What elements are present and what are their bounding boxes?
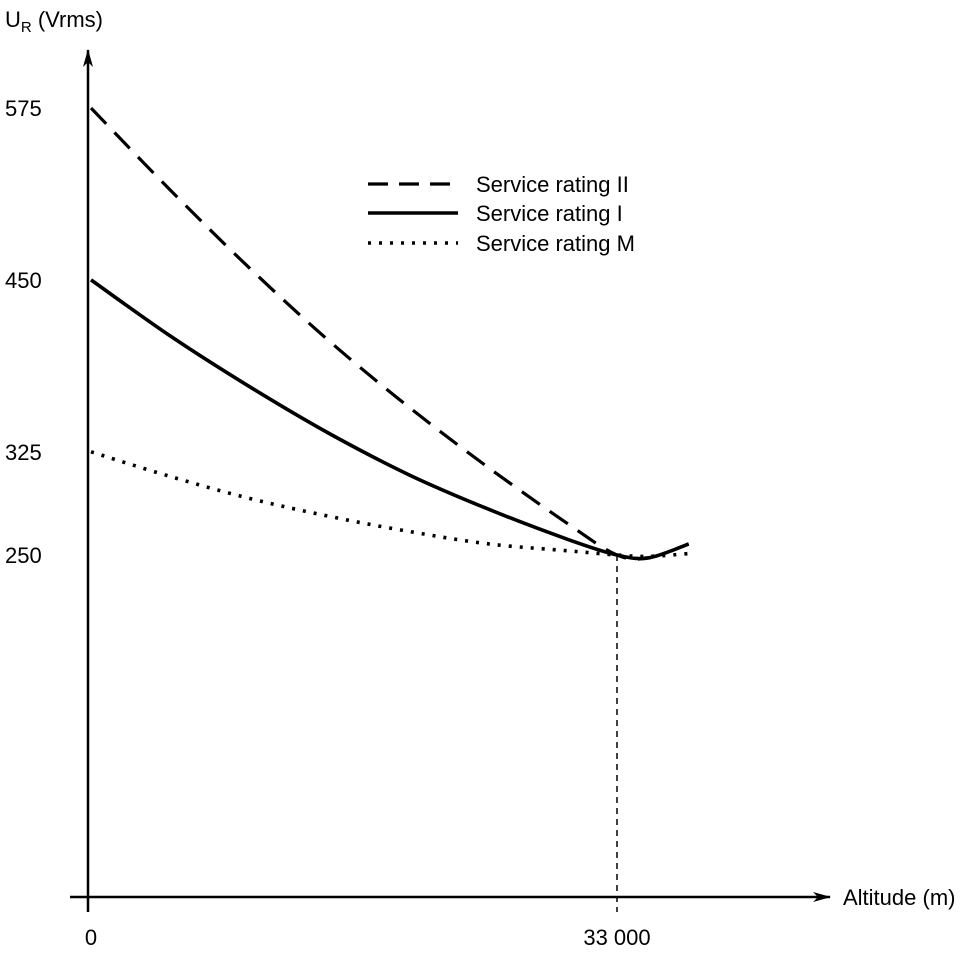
y-axis-title-unit: (Vrms) [32,7,103,32]
y-axis-title-subscript: R [21,19,32,36]
x-axis-title: Altitude (m) [843,885,955,910]
y-tick-label: 250 [5,543,42,568]
series-service-rating-m-line [90,450,689,559]
x-tick-labels: 0 33 000 [85,925,651,950]
series-lines [89,106,690,561]
y-tick-label: 450 [5,268,42,293]
y-axis-title: UR (Vrms) [5,7,103,36]
x-tick-label: 0 [85,925,97,950]
series-service-rating-i-line [89,278,690,561]
legend-label: Service rating II [476,172,629,197]
y-tick-label: 575 [5,96,42,121]
legend-label: Service rating M [476,231,635,256]
x-tick-label: 33 000 [583,925,650,950]
y-tick-label: 325 [5,440,42,465]
legend: Service rating II Service rating I Service… [368,172,635,256]
legend-label: Service rating I [476,201,623,226]
y-axis-title-main: U [5,7,21,32]
y-tick-labels: 575 450 325 250 [5,96,42,568]
